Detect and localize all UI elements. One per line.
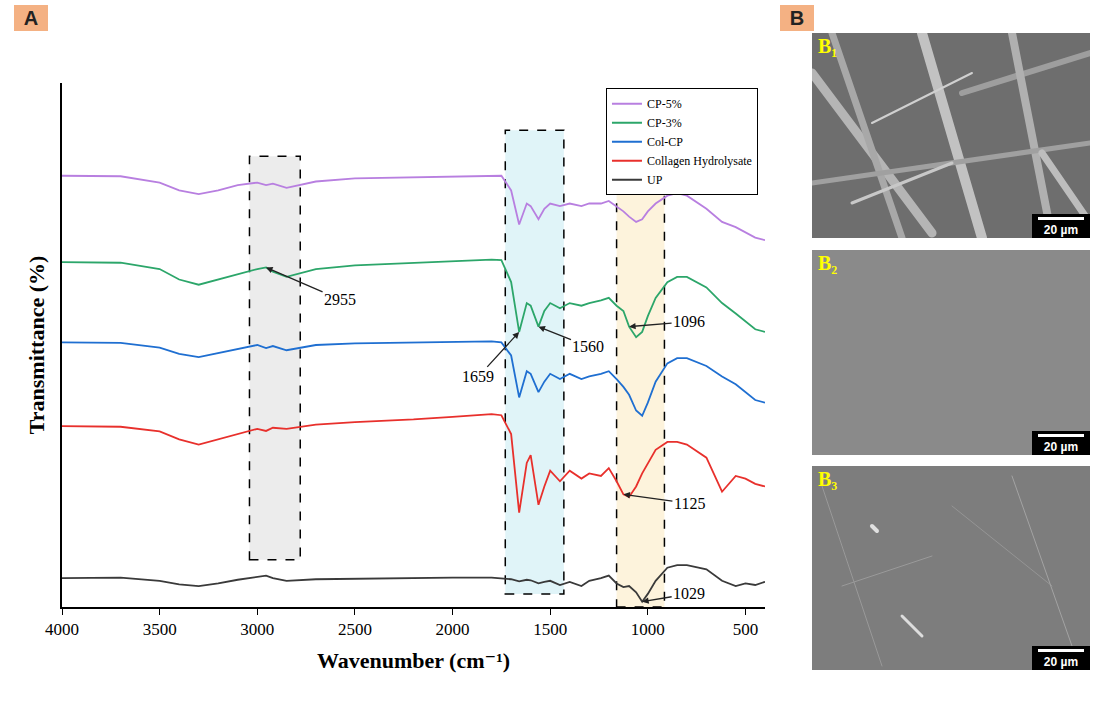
svg-text:2500: 2500 (338, 620, 372, 639)
svg-text:1029: 1029 (673, 585, 705, 602)
svg-text:1560: 1560 (572, 338, 604, 355)
svg-text:Transmittance (%): Transmittance (%) (24, 256, 49, 435)
html-text:A: A (23, 7, 39, 29)
svg-text:500: 500 (733, 620, 759, 639)
svg-text:CP-5%: CP-5% (647, 97, 682, 111)
html-text:B₂: B₂ (818, 252, 838, 274)
svg-text:3000: 3000 (240, 620, 274, 639)
html-text:20 µm: 20 µm (1043, 223, 1079, 237)
html-text:B: B (789, 7, 805, 29)
svg-text:Col-CP: Col-CP (647, 135, 683, 149)
svg-text:3500: 3500 (143, 620, 177, 639)
svg-text:4000: 4000 (45, 620, 79, 639)
svg-text:1659: 1659 (462, 368, 494, 385)
html-text:B₁: B₁ (818, 35, 838, 57)
html-text:B₃: B₃ (818, 468, 838, 490)
svg-text:UP: UP (647, 173, 663, 187)
svg-text:1000: 1000 (631, 620, 665, 639)
svg-text:1500: 1500 (533, 620, 567, 639)
svg-text:1096: 1096 (673, 313, 705, 330)
svg-text:1125: 1125 (674, 495, 705, 512)
svg-text:CP-3%: CP-3% (647, 116, 682, 130)
svg-text:Wavenumber (cm⁻¹): Wavenumber (cm⁻¹) (317, 648, 510, 673)
svg-text:Collagen Hydrolysate: Collagen Hydrolysate (647, 154, 752, 168)
html-text:20 µm: 20 µm (1043, 655, 1079, 669)
svg-text:2000: 2000 (436, 620, 470, 639)
svg-text:2955: 2955 (324, 291, 356, 308)
html-text:20 µm: 20 µm (1043, 440, 1079, 454)
